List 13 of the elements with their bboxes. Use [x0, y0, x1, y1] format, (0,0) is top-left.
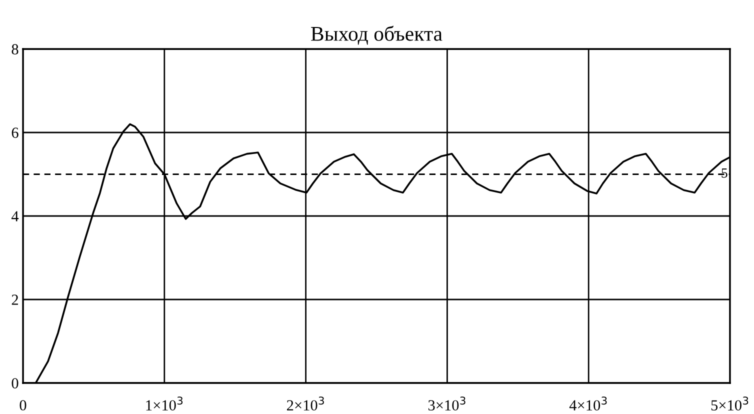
chart-title: Выход объекта — [311, 26, 442, 45]
x-tick-label: 1×10$^{3}$ — [146, 396, 183, 410]
x-tick-label: 5×10$^{3}$ — [711, 396, 748, 410]
x-tick-label: 4×10$^{3}$ — [569, 396, 607, 410]
y-tick-label: 6 — [12, 128, 18, 138]
y-tick-label: 0 — [12, 378, 18, 388]
x-tick-label: 3×10$^{3}$ — [428, 396, 466, 410]
y-tick-label: 8 — [12, 44, 18, 54]
x-tick-label: 2×10$^{3}$ — [286, 396, 324, 410]
y-tick-label: 4 — [11, 211, 19, 222]
x-tick-label: 0 — [20, 400, 26, 410]
y-tick-label: 2 — [12, 294, 18, 305]
ref-line-label: 5 — [722, 168, 728, 178]
